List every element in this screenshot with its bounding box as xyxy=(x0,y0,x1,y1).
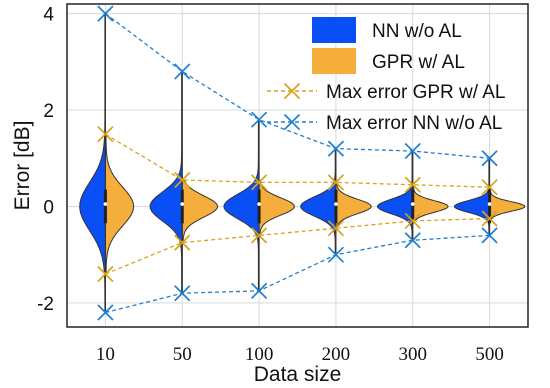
max-error-marker xyxy=(97,126,114,143)
violin-iqr-box xyxy=(411,189,415,224)
x-tick-label: 10 xyxy=(96,344,115,365)
x-tick-label: 50 xyxy=(173,344,192,365)
violin-median-dot xyxy=(180,202,185,206)
max-error-marker xyxy=(404,212,421,230)
max-error-marker xyxy=(250,227,268,244)
legend-swatch xyxy=(312,48,356,74)
x-tick-label: 500 xyxy=(475,344,504,365)
legend-marker xyxy=(283,82,301,100)
max-error-marker xyxy=(250,282,268,299)
legend-label: NN w/o AL xyxy=(372,21,462,42)
max-error-line-upper xyxy=(105,133,490,188)
legend-marker xyxy=(283,113,301,131)
max-error-marker xyxy=(250,111,268,128)
violin-iqr-box xyxy=(103,189,107,224)
violins xyxy=(79,13,526,314)
max-error-marker xyxy=(174,234,191,251)
max-error-marker xyxy=(327,220,345,237)
max-error-marker xyxy=(481,150,498,167)
max-error-line-lower xyxy=(105,217,490,275)
x-axis-label: Data size xyxy=(254,363,342,386)
violin-median-dot xyxy=(334,202,338,206)
violin-gpr-half xyxy=(335,181,372,229)
violin-nn-half xyxy=(300,148,337,256)
violin-gpr-half xyxy=(258,181,295,236)
violin-median-dot xyxy=(410,202,415,206)
max-error-marker xyxy=(327,174,345,191)
legend-label: Max error NN w/o AL xyxy=(326,113,502,134)
max-error-marker xyxy=(327,140,345,157)
y-tick-label: 4 xyxy=(43,5,54,26)
max-error-marker xyxy=(250,174,268,191)
max-error-marker xyxy=(97,304,114,321)
violin-median-dot xyxy=(257,202,261,206)
y-tick-label: -2 xyxy=(37,294,54,315)
legend-label: GPR w/ AL xyxy=(372,52,465,73)
max-error-marker xyxy=(481,210,498,227)
max-error-marker xyxy=(97,5,114,22)
violin-nn-half xyxy=(377,150,414,241)
max-error-marker xyxy=(174,63,191,80)
max-error-line-upper xyxy=(105,13,490,159)
violin-nn-half xyxy=(149,70,183,294)
violin-median-dot xyxy=(487,202,492,206)
legend-label: Max error GPR w/ AL xyxy=(326,82,506,103)
violin-iqr-box xyxy=(488,189,492,224)
x-tick-label: 100 xyxy=(245,344,274,365)
max-error-marker xyxy=(174,171,191,189)
max-error-lines xyxy=(97,5,498,321)
max-error-marker xyxy=(404,176,421,193)
violin-gpr-half xyxy=(181,179,218,244)
max-error-marker xyxy=(404,142,421,160)
violin-iqr-box xyxy=(334,189,338,224)
max-error-marker xyxy=(327,246,345,263)
violin-iqr-box xyxy=(257,189,261,224)
x-tick-label: 200 xyxy=(322,344,351,365)
max-error-line-lower xyxy=(105,234,490,314)
x-tick-label: 300 xyxy=(399,344,428,365)
violin-median-dot xyxy=(103,202,108,206)
y-tick-label: 2 xyxy=(43,101,54,122)
legend-swatch xyxy=(312,17,356,43)
legend: NN w/o AL GPR w/ AL Max error GPR w/ AL Max… xyxy=(267,17,506,134)
ticks: 4 2 0 -2 10 50 100 200 300 500 xyxy=(37,5,504,365)
y-axis-label: Error [dB] xyxy=(11,121,34,211)
plot-frame xyxy=(66,3,529,328)
max-error-marker xyxy=(404,232,421,249)
max-error-marker xyxy=(174,285,191,302)
violin-gpr-half xyxy=(104,133,135,275)
max-error-marker xyxy=(481,227,498,244)
max-error-marker xyxy=(481,179,498,196)
violin-nn-half xyxy=(79,13,106,314)
max-error-marker xyxy=(97,265,114,283)
y-tick-label: 0 xyxy=(43,197,54,218)
violin-nn-half xyxy=(223,119,260,292)
violin-iqr-box xyxy=(180,189,184,224)
